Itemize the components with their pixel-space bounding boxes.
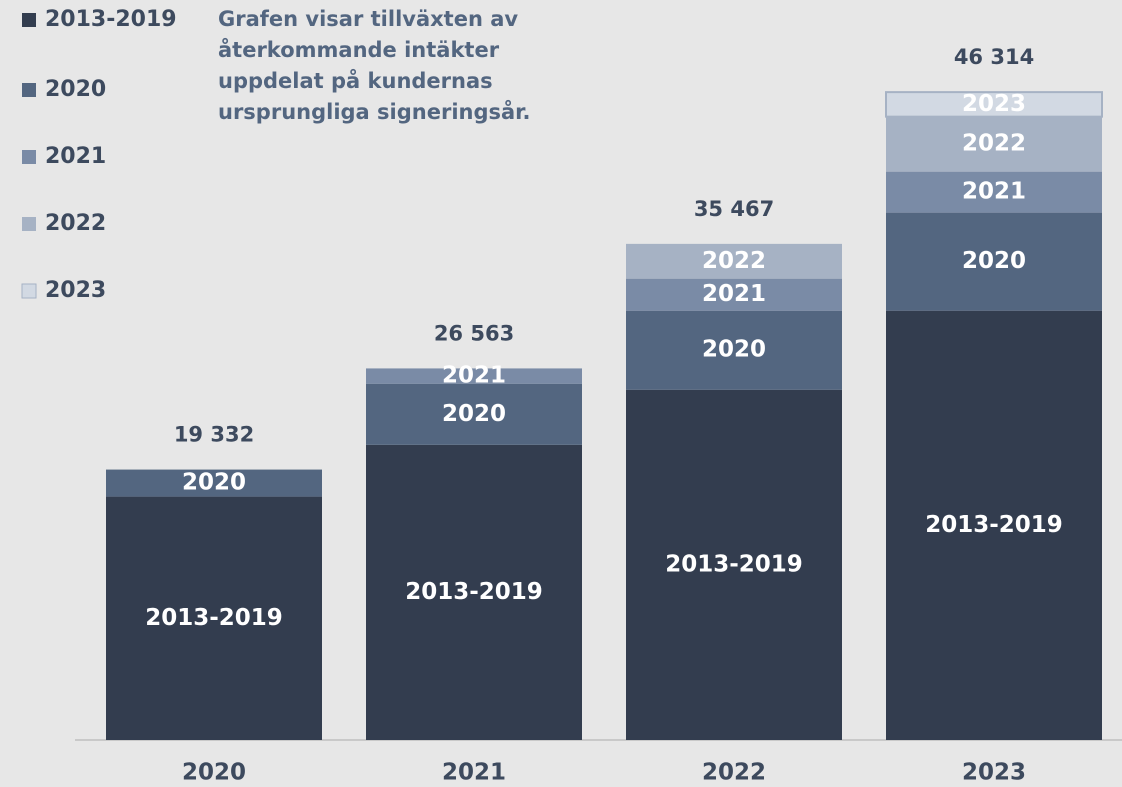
legend-label: 2020 [45,77,106,102]
bar-segment [626,310,842,390]
bar-segment [626,243,842,279]
bar-segment [886,171,1102,213]
segment-label: 2022 [702,248,766,274]
segment-label: 2013-2019 [925,512,1063,538]
x-tick-label: 2023 [962,760,1026,786]
segment-label: 2023 [962,91,1026,117]
x-tick-label: 2020 [182,760,246,786]
annotation: ursprungliga signeringsår. [218,99,531,124]
bar-segment [366,383,582,445]
bar-segment [886,212,1102,311]
bar-segment [366,368,582,384]
bar-segment [106,469,322,497]
bar-segment [366,444,582,740]
total-label: 19 332 [174,423,254,447]
x-tick-label: 2022 [702,760,766,786]
segment-label: 2021 [962,179,1026,205]
segment-label: 2013-2019 [405,579,543,605]
segment-label: 2020 [182,470,246,496]
x-tick-label: 2021 [442,760,506,786]
bar-segment [106,496,322,740]
legend-label: 2022 [45,211,106,236]
segment-label: 2020 [962,248,1026,274]
legend-label: 2013-2019 [45,7,177,32]
segment-label: 2013-2019 [145,605,283,631]
segment-label: 2020 [442,401,506,427]
legend-label: 2021 [45,144,106,169]
bar-segment [886,310,1102,740]
total-label: 35 467 [694,197,774,221]
legend-swatch [22,150,36,164]
bar-segment [886,116,1102,172]
legend-label: 2023 [45,278,106,303]
bar-segment [626,389,842,740]
total-label: 26 563 [434,321,514,345]
legend-swatch [22,83,36,97]
annotation: uppdelat på kundernas [218,68,493,93]
total-label: 46 314 [954,45,1034,69]
segment-label: 2022 [962,131,1026,157]
bar-segment [885,91,1103,118]
segment-label: 2021 [702,281,766,307]
annotation: återkommande intäkter [218,37,500,62]
segment-label: 2013-2019 [665,551,803,577]
legend-swatch [22,13,36,27]
segment-label: 2020 [702,337,766,363]
segment-label: 2021 [442,363,506,389]
legend-swatch [21,283,37,299]
legend-swatch [22,217,36,231]
annotation: Grafen visar tillväxten av [218,7,518,31]
bar-segment [626,278,842,311]
